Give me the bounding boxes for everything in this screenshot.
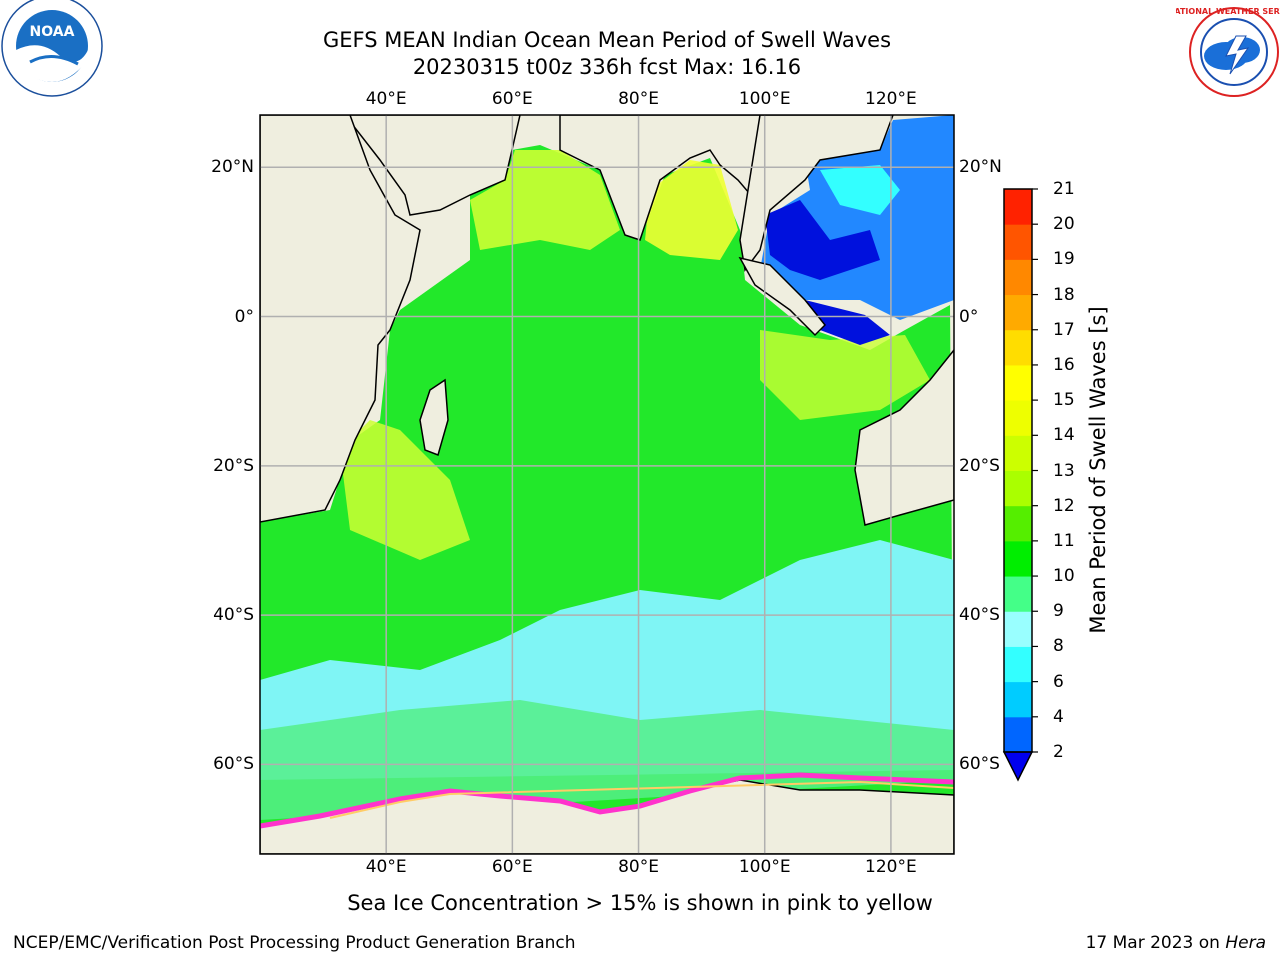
colorbar-tick-label: 18: [1053, 284, 1075, 305]
longitude-tick-label: 60°E: [491, 857, 533, 877]
colorbar-tick-label: 8: [1053, 636, 1064, 657]
colorbar-tick-label: 21: [1053, 179, 1075, 199]
colorbar-segment: [1004, 400, 1032, 436]
sea-ice-edge: [260, 772, 954, 829]
latitude-tick-label: 60°S: [213, 754, 254, 775]
sea-ice-note: Sea Ice Concentration > 15% is shown in …: [347, 891, 933, 915]
colorbar-under-arrow: [1002, 751, 1034, 782]
colorbar-segment: [1004, 329, 1032, 366]
land-southeast-asia: [739, 115, 894, 272]
colorbar-tick-label: 19: [1053, 249, 1075, 270]
colorbar-segment: [1004, 540, 1032, 577]
longitude-tick-label: 40°E: [365, 857, 407, 877]
colorbar-tick-label: 14: [1053, 425, 1075, 446]
land-africa-east: [260, 115, 421, 523]
page-title: GEFS MEAN Indian Ocean Mean Period of Sw…: [322, 28, 892, 52]
longitude-tick-label: 100°E: [738, 89, 791, 109]
colorbar-tick-label: 20: [1053, 214, 1075, 235]
longitude-tick-label: 100°E: [738, 857, 791, 877]
cyan-indonesia-margin: [820, 165, 900, 215]
colorbar-tick-label: 16: [1053, 354, 1075, 375]
land-madagascar: [419, 378, 449, 456]
very-low-period-java-sea: [805, 300, 890, 345]
date-value: 17 Mar 2023 on: [1085, 933, 1226, 953]
longitude-tick-label: 80°E: [618, 857, 659, 877]
latitude-tick-label: 20°N: [211, 157, 254, 178]
colorbar-segment: [1004, 259, 1032, 296]
date-text: 17 Mar 2023 on Hera: [1086, 933, 1266, 953]
machine-name: Hera: [1225, 933, 1266, 953]
colorbar-label: Mean Period of Swell Waves [s]: [1086, 306, 1110, 634]
very-low-period-indonesia: [765, 200, 880, 280]
colorbar-tick-label: 11: [1053, 530, 1075, 551]
colorbar-tick-label: 15: [1053, 390, 1075, 411]
colorbar-tick-label: 13: [1053, 460, 1075, 481]
latitude-tick-label: 0°: [959, 306, 979, 327]
colorbar-segment: [1004, 294, 1032, 331]
latitude-tick-label: 40°S: [213, 605, 254, 626]
longitude-tick-label: 120°E: [865, 89, 917, 109]
colorbar-segment: [1004, 364, 1032, 401]
land-africa-arabia: [260, 115, 521, 216]
land-sumatra: [738, 256, 827, 337]
page-subtitle: 20230315 t00z 336h fcst Max: 16.16: [412, 55, 802, 79]
latitude-tick-label: 60°S: [959, 754, 1000, 775]
map-frame: [259, 114, 955, 855]
longitude-tick-label: 120°E: [865, 857, 917, 877]
colorbar-segment: [1004, 470, 1032, 507]
high-period-australia-west: [760, 330, 930, 420]
colorbar-segment: [1004, 576, 1032, 612]
nws-ring-text: NATIONAL WEATHER SERVICE: [1176, 7, 1280, 16]
latitude-tick-label: 40°S: [959, 605, 1000, 626]
colorbar-segment: [1004, 505, 1032, 542]
colorbar-tick-label: 4: [1053, 706, 1064, 727]
colorbar-segment: [1004, 224, 1032, 260]
colorbar-tick-label: 6: [1053, 671, 1064, 692]
latitude-tick-label: 20°S: [959, 455, 1000, 476]
high-period-arabian-sea: [470, 150, 620, 250]
colorbar-segment: [1004, 189, 1032, 225]
longitude-tick-label: 60°E: [491, 89, 533, 109]
colorbar-tick-label: 12: [1053, 495, 1075, 516]
credit-text: NCEP/EMC/Verification Post Processing Pr…: [13, 933, 576, 953]
latitude-tick-label: 20°S: [213, 455, 254, 476]
land-australia: [854, 348, 954, 526]
colorbar-tick-label: 9: [1053, 601, 1064, 622]
high-period-bay-of-bengal: [645, 160, 738, 260]
colorbar-segment: [1004, 611, 1032, 647]
colorbar-segment: [1004, 716, 1032, 753]
longitude-tick-label: 80°E: [618, 89, 659, 109]
colorbar-segment: [1004, 646, 1032, 683]
latitude-tick-label: 20°N: [959, 157, 1002, 178]
high-period-madagascar: [340, 420, 470, 560]
colorbar-segment: [1004, 435, 1032, 471]
colorbar: [1002, 188, 1038, 782]
longitude-tick-label: 40°E: [365, 89, 407, 109]
nws-logo: NATIONAL WEATHER SERVICE: [1176, 7, 1280, 97]
noaa-logo: NOAA: [1, 0, 103, 97]
graticule: [260, 115, 954, 854]
colorbar-tick-label: 10: [1053, 566, 1075, 587]
noaa-logo-text: NOAA: [30, 24, 75, 40]
colorbar-tick-label: 2: [1053, 742, 1064, 762]
colorbar-tick-label: 17: [1053, 319, 1075, 340]
latitude-tick-label: 0°: [234, 306, 254, 327]
colorbar-segment: [1004, 681, 1032, 718]
